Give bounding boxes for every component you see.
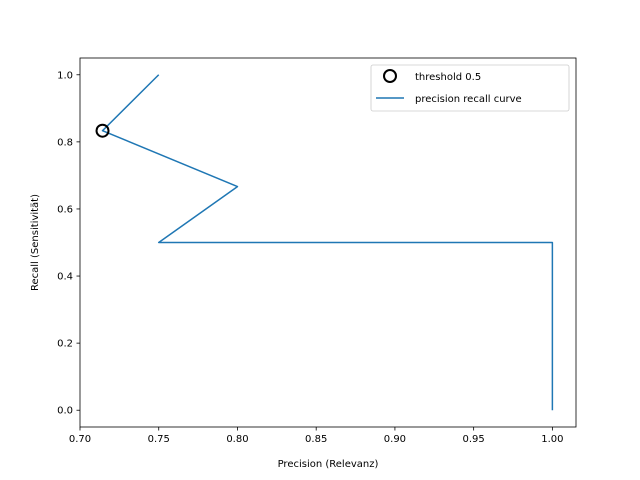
x-tick-label: 0.70 <box>69 434 91 445</box>
y-tick-label: 0.0 <box>57 406 73 417</box>
y-tick-label: 0.2 <box>57 339 73 350</box>
x-axis-title: Precision (Relevanz) <box>278 459 379 470</box>
legend-threshold-marker <box>383 69 397 83</box>
y-axis-title: Recall (Sensitivität) <box>30 194 41 291</box>
x-axis: 0.70 0.75 0.80 0.85 0.90 0.95 1.00 <box>69 427 564 445</box>
x-tick-label: 0.80 <box>226 434 248 445</box>
legend-label-curve: precision recall curve <box>415 94 522 105</box>
y-tick-label: 0.6 <box>57 204 73 215</box>
x-tick-label: 0.95 <box>463 434 485 445</box>
plot-content <box>95 74 554 411</box>
y-tick-label: 1.0 <box>57 70 73 81</box>
legend-label-threshold: threshold 0.5 <box>415 72 481 83</box>
x-tick-label: 0.85 <box>305 434 327 445</box>
legend-box <box>370 64 570 112</box>
precision-recall-curve-line <box>101 74 554 411</box>
x-tick-label: 0.75 <box>148 434 170 445</box>
threshold-marker <box>95 123 110 138</box>
plot-frame <box>79 57 577 428</box>
x-tick-label: 1.00 <box>541 434 563 445</box>
y-tick-label: 0.8 <box>57 137 73 148</box>
y-axis: 0.0 0.2 0.4 0.6 0.8 1.0 <box>57 70 80 417</box>
legend: threshold 0.5 precision recall curve <box>370 64 570 112</box>
x-tick-label: 0.90 <box>384 434 406 445</box>
y-tick-label: 0.4 <box>57 272 73 283</box>
